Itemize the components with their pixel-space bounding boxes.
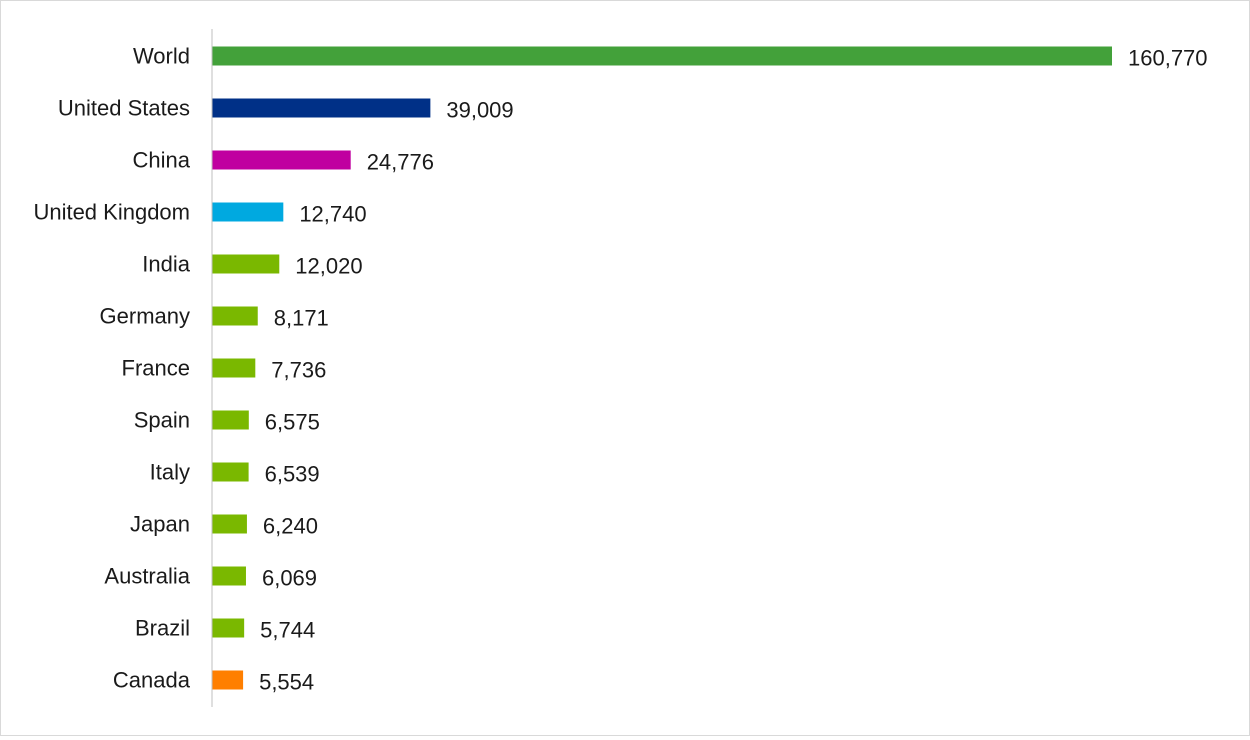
category-label-world: World [133,44,190,69]
bar-france [212,358,256,378]
category-label-australia: Australia [104,564,190,589]
value-label-world: 160,770 [1128,46,1208,71]
bar-spain [212,410,249,430]
category-label-china: China [133,148,191,173]
bar-china [212,150,351,170]
bar-united-states [212,98,431,118]
category-labels: World United States China United Kingdom Ind… [33,44,190,693]
bar-italy [212,462,249,482]
category-label-canada: Canada [113,668,191,693]
bars [212,46,1112,690]
bar-germany [212,306,258,326]
category-label-india: India [142,252,190,277]
category-label-spain: Spain [134,408,190,433]
value-label-brazil: 5,744 [260,618,315,643]
value-labels: 160,770 39,009 24,776 12,740 12,020 8,171 7,73… [259,46,1207,695]
category-label-united-kingdom: United Kingdom [33,200,190,225]
value-label-japan: 6,240 [263,514,318,539]
value-label-italy: 6,539 [265,462,320,487]
category-label-germany: Germany [100,304,190,329]
category-label-brazil: Brazil [135,616,190,641]
category-label-japan: Japan [130,512,190,537]
category-label-france: France [122,356,190,381]
value-label-germany: 8,171 [274,306,329,331]
value-label-australia: 6,069 [262,566,317,591]
value-label-united-states: 39,009 [446,98,513,123]
value-label-spain: 6,575 [265,410,320,435]
bar-brazil [212,618,245,638]
value-label-united-kingdom: 12,740 [299,202,366,227]
value-label-france: 7,736 [271,358,326,383]
bar-australia [212,566,246,586]
bar-canada [212,670,244,690]
value-label-china: 24,776 [367,150,434,175]
bar-japan [212,514,247,534]
bar-united-kingdom [212,202,284,222]
bar-world [212,46,1112,66]
value-label-canada: 5,554 [259,670,314,695]
category-label-italy: Italy [150,460,190,485]
bar-india [212,254,280,274]
value-label-india: 12,020 [295,254,362,279]
category-label-united-states: United States [58,96,190,121]
